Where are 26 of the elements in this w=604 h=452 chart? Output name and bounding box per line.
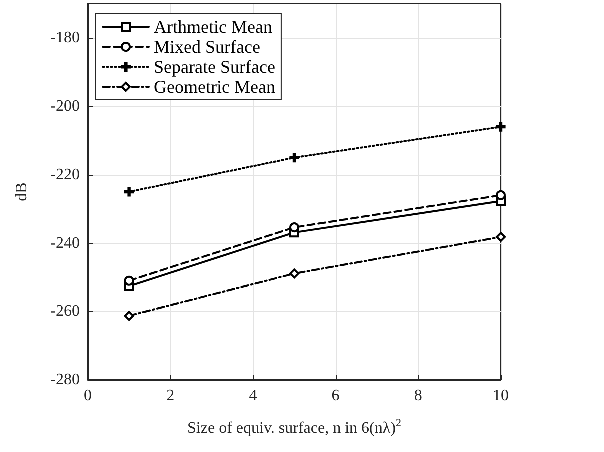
point [290,222,300,233]
point [290,268,300,279]
point [496,190,506,200]
y-axis-title: dB [14,182,30,202]
point [124,276,134,286]
y-tick-label: -200 [50,98,80,116]
y-tick-label: -180 [50,30,80,47]
legend-label: Separate Surface [154,57,276,77]
x-tick-label: 2 [166,388,175,404]
legend-label: Geometric Mean [154,77,276,97]
point [124,311,134,322]
y-tick-label: -240 [50,234,80,252]
y-tick-label: -220 [50,166,80,184]
point [124,187,134,197]
y-tick-label: -260 [50,303,80,320]
y-tick-label: -280 [50,372,80,388]
point [496,122,506,132]
point [290,153,300,163]
legend-label: Arthmetic Mean [154,17,272,37]
x-tick-label: 4 [249,388,258,404]
x-tick-label: 8 [414,388,422,404]
x-tick-label: 6 [332,388,340,404]
legend-label: Mixed Surface [154,37,260,57]
x-tick-label: 0 [84,388,92,404]
x-tick-label: 10 [493,388,509,404]
point [496,232,506,242]
